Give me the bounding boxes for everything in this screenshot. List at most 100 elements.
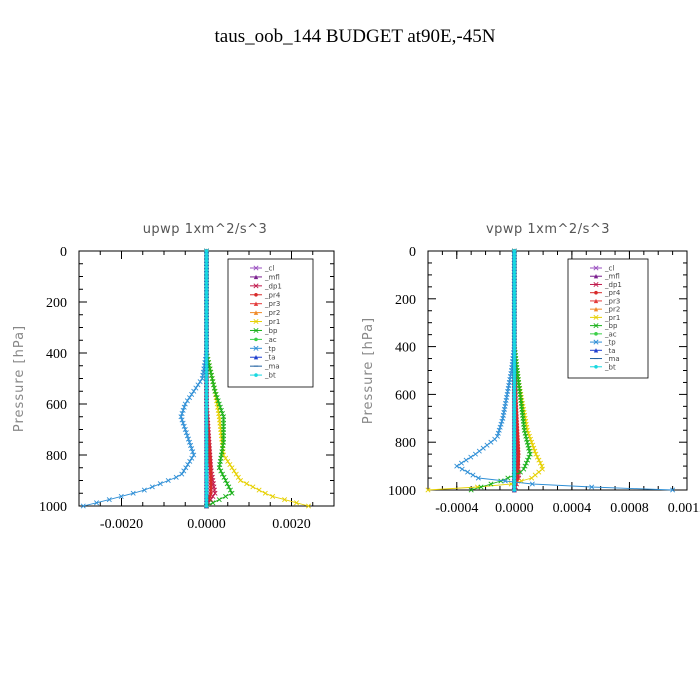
series-bt-point: [204, 351, 209, 355]
legend-label: _bt: [264, 372, 276, 380]
series-tp-point: [199, 375, 205, 382]
series-bt-point: [512, 276, 517, 280]
series-tp-point: [197, 379, 203, 385]
series-bp-point: [219, 471, 225, 477]
legend-marker: [254, 337, 258, 342]
series-bt-point: [512, 255, 517, 259]
series-bt-point: [204, 357, 209, 362]
series-bt-point: [512, 350, 517, 355]
series-bt-point: [204, 325, 209, 330]
series-tp-point: [488, 439, 494, 445]
series-tp-point: [495, 430, 501, 436]
legend-label: _bp: [604, 322, 618, 330]
legend-label: _cl: [264, 265, 274, 273]
series-bt-point: [512, 428, 517, 433]
legend-label: _bt: [604, 363, 616, 371]
series-bp-point: [229, 490, 235, 496]
series-tp-point: [189, 391, 195, 397]
series-bt-point: [204, 472, 209, 476]
series-bt-point: [204, 281, 209, 285]
series-bt-point: [204, 344, 209, 349]
figure-title: taus_oob_144 BUDGET at90E,-45N: [215, 26, 496, 47]
legend-marker: [593, 274, 599, 279]
series-pr1-point: [425, 487, 431, 493]
y-tick-label: 200: [46, 296, 67, 311]
series-bt-point: [204, 319, 209, 323]
series-bt-point: [204, 290, 209, 295]
series-tp-point: [454, 463, 460, 469]
series-bt-point: [512, 371, 517, 376]
series-bt-point: [204, 303, 209, 307]
series-bp-point: [216, 401, 222, 407]
series-bp-point: [523, 460, 529, 466]
series-bp-point: [524, 436, 530, 442]
series-tp-point: [191, 452, 197, 458]
series-bt-point: [204, 494, 209, 499]
series-bp-point: [221, 474, 227, 480]
x-tick-label: -0.0020: [100, 517, 143, 532]
series-tp-point: [189, 455, 195, 461]
series-group: [425, 248, 676, 493]
series-bt-point: [512, 252, 517, 256]
series-bp-point: [523, 433, 529, 439]
series-bt-point: [204, 271, 209, 276]
series-bt-point: [512, 404, 517, 409]
legend-marker: [254, 292, 258, 297]
legend-label: _ma: [604, 355, 620, 363]
series-tp-point: [472, 451, 479, 457]
legend-marker: [253, 301, 259, 306]
series-bt-point: [512, 425, 517, 430]
series-pr4-point: [208, 478, 213, 483]
series-bp-point: [226, 484, 232, 490]
y-tick-label: 200: [395, 293, 416, 308]
series-tp-point: [165, 477, 171, 484]
series-pr4-point: [208, 475, 213, 480]
series-pr4-point: [516, 443, 521, 447]
legend-marker: [253, 265, 259, 271]
legend-label: _dp1: [604, 281, 622, 289]
panel-vpwp: vpwp 1xm^2/s^3 Pressure [hPa] 0 200 400 600 80…: [361, 222, 700, 516]
y-tick-label: 0: [60, 245, 67, 260]
y-tick-label: 1000: [388, 484, 416, 499]
series-bt-point: [204, 261, 209, 266]
series-bt-point: [204, 335, 209, 339]
series-bt-point: [204, 453, 209, 457]
series-tp-point: [94, 500, 100, 506]
series-bp-point: [522, 430, 528, 436]
legend-marker: [253, 345, 259, 351]
y-tick-label: 600: [46, 398, 67, 413]
series-bt-point: [512, 368, 517, 373]
series-bt-point: [512, 410, 517, 415]
series-bt-point: [512, 434, 517, 439]
series-bt-point: [512, 431, 517, 436]
series-bt-point: [512, 476, 517, 480]
series-pr4-point: [208, 485, 213, 489]
series-tp-point: [80, 503, 86, 509]
legend-marker: [594, 332, 598, 336]
series-pr1-point: [233, 471, 239, 477]
series-bt-point: [204, 300, 209, 304]
series-bt-point: [204, 430, 209, 435]
legend-label: _mfl: [264, 273, 280, 281]
series-bp-point: [525, 457, 531, 463]
series-tp-point: [589, 484, 595, 490]
series-bp-point: [488, 481, 494, 487]
series-bt-point: [512, 392, 517, 397]
series-bt-point: [204, 383, 209, 387]
series-bp-line: [471, 251, 531, 491]
series-tp-point: [193, 385, 199, 391]
series-pr4-point: [208, 465, 213, 470]
legend-marker: [594, 364, 598, 369]
series-bt-point: [512, 479, 517, 483]
series-bt-point: [512, 335, 517, 340]
series-pr4-point: [516, 440, 520, 445]
series-bt-point: [204, 249, 209, 253]
series-pr4-point: [208, 472, 213, 476]
series-tp-point: [187, 458, 193, 464]
series-tp-point: [181, 468, 187, 474]
legend-marker: [594, 290, 598, 295]
series-bt-point: [512, 320, 517, 325]
series-bp-point: [526, 448, 532, 454]
legend-marker: [593, 298, 599, 304]
x-tick-label: 0.0004: [553, 501, 592, 516]
